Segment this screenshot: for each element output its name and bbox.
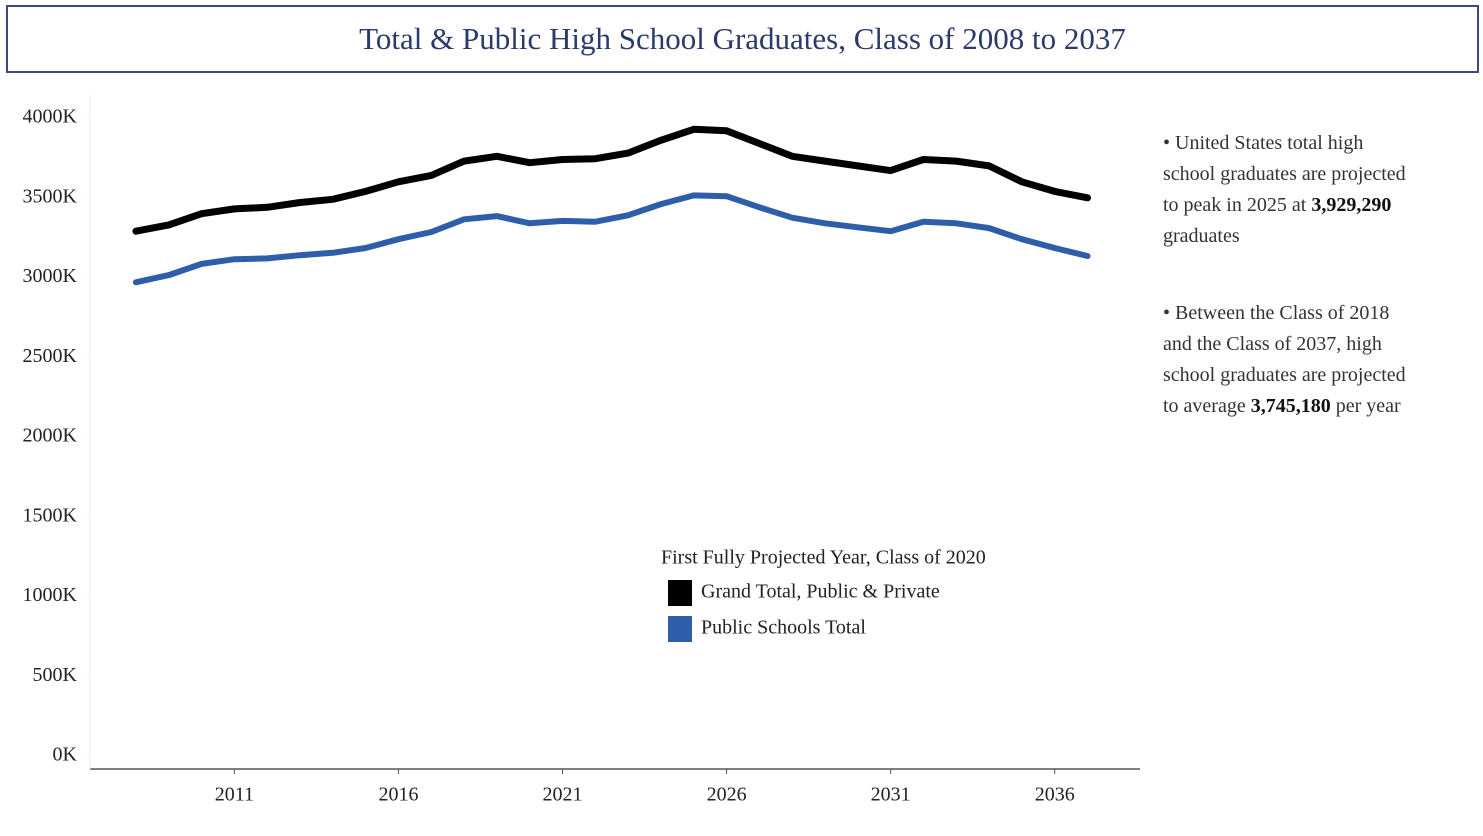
series-line: [132, 192, 1091, 286]
annotation-text: • Between the Class of 2018 and the Clas…: [1163, 302, 1406, 417]
series-line: [132, 125, 1091, 235]
y-tick-label: 1500K: [23, 504, 78, 526]
annotation-bold: 3,745,180: [1250, 395, 1331, 417]
x-tick-label: 2021: [543, 784, 583, 806]
y-tick-label: 0K: [53, 744, 78, 766]
y-tick-label: 1000K: [23, 584, 78, 606]
y-tick-label: 500K: [33, 664, 78, 686]
y-tick-label: 3000K: [23, 265, 78, 287]
chart-title: Total & Public High School Graduates, Cl…: [6, 5, 1479, 73]
x-tick-label: 2026: [707, 784, 747, 806]
legend-swatch: [668, 616, 692, 642]
annotation: • Between the Class of 2018 and the Clas…: [1163, 298, 1418, 422]
legend-swatch: [668, 580, 692, 606]
annotation-text: • United States total high school gradua…: [1163, 132, 1406, 216]
y-tick-label: 2500K: [23, 345, 78, 367]
x-tick-label: 2036: [1035, 784, 1075, 806]
y-tick-label: 4000K: [23, 106, 78, 128]
annotation-bold: 3,929,290: [1311, 194, 1392, 216]
y-tick-label: 3500K: [23, 185, 78, 207]
legend-label: Grand Total, Public & Private: [701, 581, 940, 603]
annotation: • United States total high school gradua…: [1163, 128, 1418, 252]
legend-title: First Fully Projected Year, Class of 202…: [661, 547, 986, 569]
x-tick-label: 2031: [871, 784, 911, 806]
legend-label: Public Schools Total: [701, 617, 866, 639]
x-tick-label: 2011: [215, 784, 254, 806]
annotation-text: graduates: [1163, 225, 1240, 247]
annotation-text: per year: [1330, 395, 1401, 417]
x-tick-label: 2016: [378, 784, 418, 806]
y-tick-label: 2000K: [23, 425, 78, 447]
